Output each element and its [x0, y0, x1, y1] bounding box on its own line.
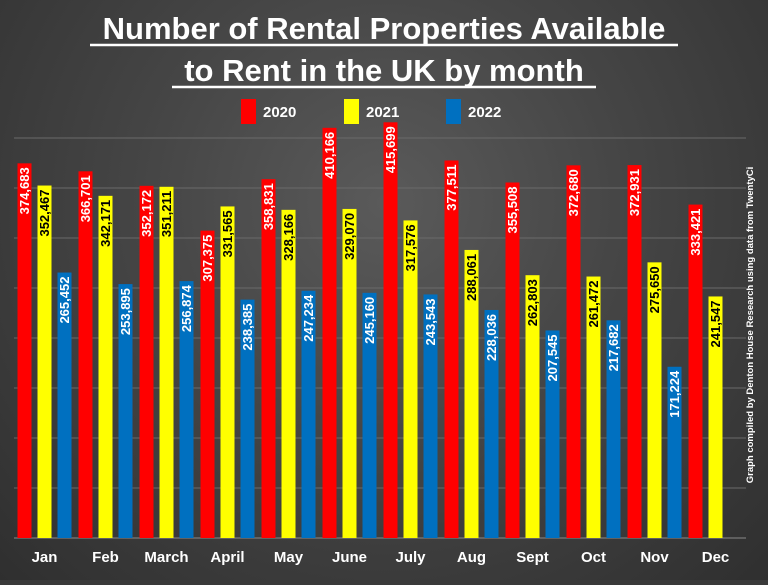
data-label-2020-june: 410,166 — [322, 132, 337, 179]
x-tick-label-oct: Oct — [581, 549, 606, 566]
x-tick-label-july: July — [395, 549, 426, 566]
chart-title-line-2: to Rent in the UK by month — [184, 53, 584, 88]
data-label-2021-jan: 352,467 — [37, 190, 52, 237]
legend-label-2021: 2021 — [366, 104, 399, 121]
data-label-2020-aug: 377,511 — [444, 164, 459, 210]
x-tick-label-nov: Nov — [640, 549, 669, 566]
data-label-2020-july: 415,699 — [383, 126, 398, 173]
legend-swatch-2021 — [344, 99, 359, 124]
bar-2022-nov — [667, 366, 682, 538]
x-tick-label-april: April — [210, 549, 244, 566]
x-axis-tick-labels: Jan Feb March April May June July Aug Sept Oct Nov… — [32, 549, 730, 566]
x-tick-label-jan: Jan — [32, 549, 58, 566]
data-label-2020-feb: 366,701 — [78, 175, 93, 222]
bar-2022-jan — [57, 272, 72, 538]
data-label-2022-jan: 265,452 — [57, 277, 72, 324]
data-labels: 374,683 352,467 265,452 366,701 342,171 253,8… — [17, 126, 723, 417]
data-label-2022-sept: 207,545 — [545, 334, 560, 381]
bar-2021-sept — [525, 275, 540, 538]
data-label-2021-oct: 261,472 — [586, 281, 601, 328]
bar-2020-sept — [505, 182, 520, 538]
data-label-2020-nov: 372,931 — [627, 169, 642, 216]
bar-2021-july — [403, 220, 418, 538]
legend-label-2020: 2020 — [263, 104, 296, 121]
data-label-2021-may: 328,166 — [281, 214, 296, 261]
chart-title-line-1: Number of Rental Properties Available — [103, 11, 666, 46]
bar-2021-aug — [464, 249, 479, 538]
data-label-2020-april: 307,375 — [200, 235, 215, 282]
bar-2020-july — [383, 122, 398, 539]
x-tick-label-sept: Sept — [516, 549, 549, 566]
bar-2021-oct — [586, 276, 601, 538]
data-label-2022-july: 243,543 — [423, 298, 438, 345]
data-label-2020-sept: 355,508 — [505, 186, 520, 233]
legend-swatch-2020 — [241, 99, 256, 124]
bar-2022-july — [423, 294, 438, 538]
data-label-2021-april: 331,565 — [220, 210, 235, 257]
bar-2022-april — [240, 299, 255, 538]
bar-2022-june — [362, 292, 377, 538]
x-tick-label-aug: Aug — [457, 549, 486, 566]
bar-2022-oct — [606, 320, 621, 538]
gridlines — [14, 137, 746, 539]
bar-2020-aug — [444, 160, 459, 538]
data-label-2022-april: 238,385 — [240, 304, 255, 351]
data-label-2020-oct: 372,680 — [566, 169, 581, 216]
data-label-2021-nov: 275,650 — [647, 266, 662, 313]
bar-2021-june — [342, 208, 357, 538]
bar-2021-feb — [98, 195, 113, 539]
bar-2022-aug — [484, 309, 499, 538]
data-label-2021-june: 329,070 — [342, 213, 357, 260]
legend-swatch-2022 — [446, 99, 461, 124]
data-label-2021-march: 351,211 — [159, 191, 174, 237]
data-label-2022-nov: 171,224 — [667, 370, 682, 418]
bar-2020-june — [322, 127, 337, 539]
data-label-2022-aug: 228,036 — [484, 314, 499, 361]
bar-2020-feb — [78, 171, 93, 538]
bar-2020-march — [139, 185, 154, 538]
bar-2021-nov — [647, 262, 662, 538]
legend: 2020 2021 2022 — [241, 99, 501, 124]
data-label-2020-march: 352,172 — [139, 190, 154, 237]
bar-2020-may — [261, 179, 276, 538]
x-tick-label-may: May — [274, 549, 304, 566]
data-label-2021-dec: 241,547 — [708, 300, 723, 347]
data-label-2022-june: 245,160 — [362, 297, 377, 344]
bar-2021-may — [281, 209, 296, 539]
bar-2021-jan — [37, 185, 52, 538]
bar-2022-feb — [118, 284, 133, 538]
bar-2020-dec — [688, 204, 703, 539]
bar-2020-nov — [627, 165, 642, 538]
bar-2020-april — [200, 230, 215, 538]
x-tick-label-dec: Dec — [702, 549, 730, 566]
data-label-2022-march: 256,874 — [179, 284, 194, 332]
data-label-2021-sept: 262,803 — [525, 279, 540, 326]
data-label-2022-feb: 253,895 — [118, 288, 133, 335]
x-tick-label-feb: Feb — [92, 549, 119, 566]
data-label-2020-jan: 374,683 — [17, 167, 32, 214]
x-tick-label-march: March — [144, 549, 188, 566]
data-label-2020-dec: 333,421 — [688, 209, 703, 256]
bar-2020-oct — [566, 165, 581, 538]
bar-2022-may — [301, 290, 316, 538]
bar-2020-jan — [17, 163, 32, 538]
source-credit: Graph compiled by Denton House Research … — [745, 167, 756, 484]
data-label-2021-feb: 342,171 — [98, 200, 113, 247]
data-label-2022-may: 247,234 — [301, 294, 316, 342]
legend-label-2022: 2022 — [468, 104, 501, 121]
data-label-2022-oct: 217,682 — [606, 324, 621, 371]
data-label-2021-aug: 288,061 — [464, 254, 479, 301]
data-label-2020-may: 358,831 — [261, 183, 276, 230]
bar-2021-april — [220, 206, 235, 538]
data-label-2021-july: 317,576 — [403, 224, 418, 271]
bar-2021-dec — [708, 296, 723, 538]
bar-2021-march — [159, 186, 174, 538]
bar-2022-march — [179, 281, 194, 538]
bars — [17, 122, 723, 539]
bar-2022-sept — [545, 330, 560, 538]
x-tick-label-june: June — [332, 549, 367, 566]
